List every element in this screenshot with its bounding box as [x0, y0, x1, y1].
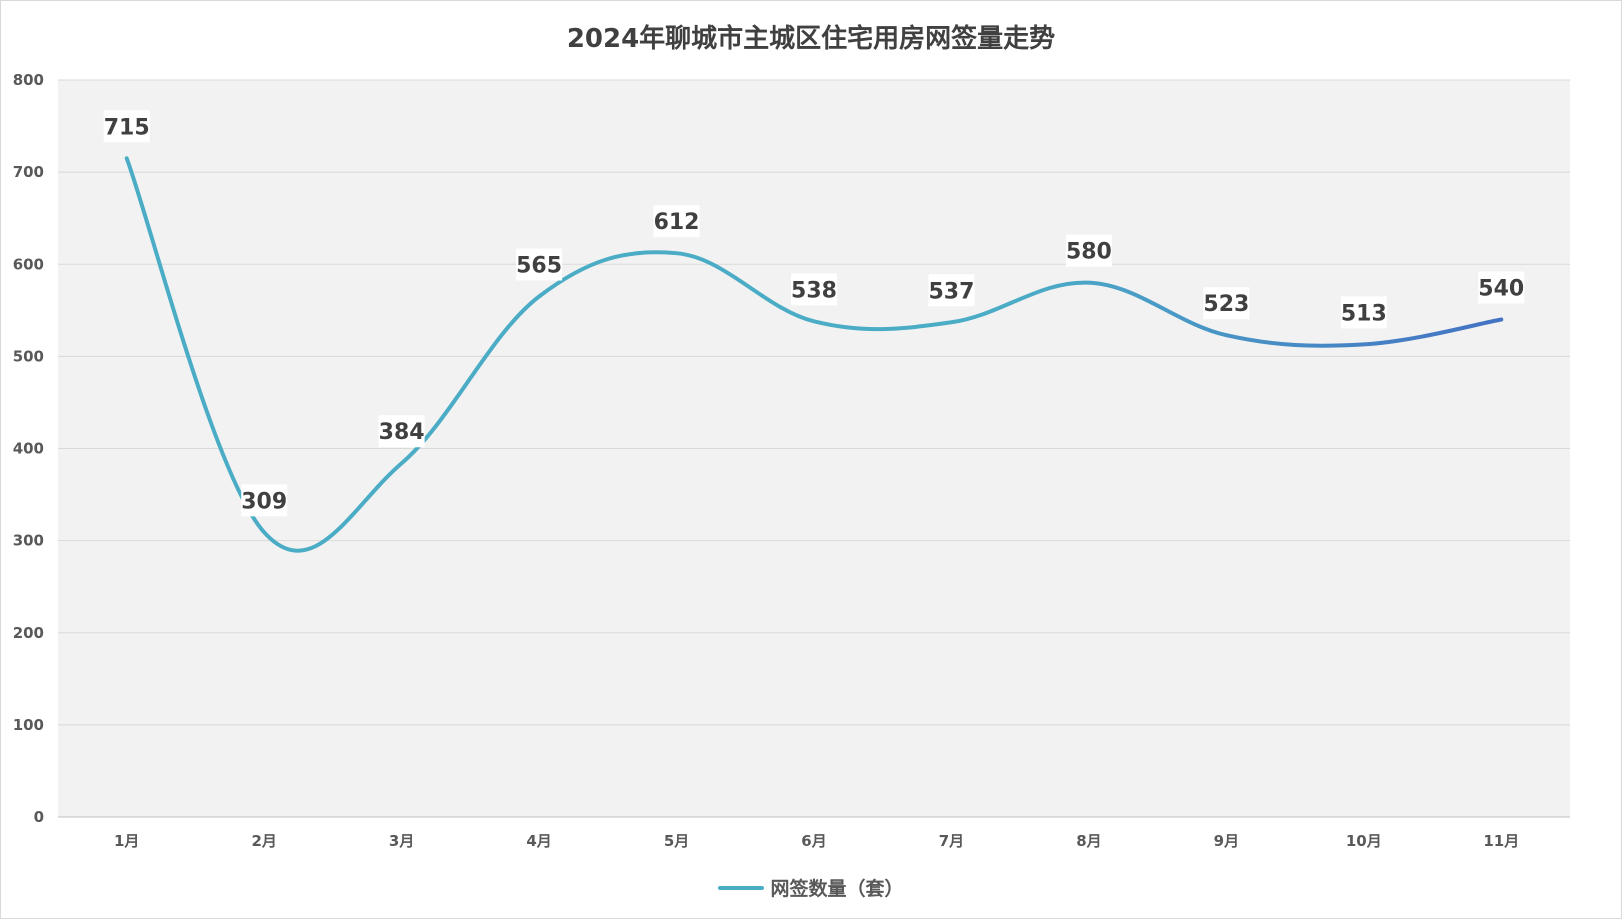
chart-title: 2024年聊城市主城区住宅用房网签量走势 [566, 24, 1056, 54]
data-label: 565 [516, 248, 563, 281]
data-label: 580 [1065, 234, 1112, 267]
data-label-text: 580 [1066, 240, 1112, 265]
data-label-box [1065, 234, 1112, 267]
data-label: 523 [1203, 287, 1250, 320]
y-tick-label: 300 [13, 532, 44, 550]
data-label-box [653, 205, 700, 238]
data-label-text: 565 [516, 253, 562, 278]
data-label: 309 [241, 484, 288, 517]
data-label-box [928, 274, 975, 307]
x-tick-label: 4月 [526, 832, 551, 850]
data-label-text: 538 [791, 278, 837, 303]
x-tick-label: 9月 [1214, 832, 1239, 850]
data-label: 538 [791, 273, 837, 306]
data-label: 384 [378, 415, 425, 448]
data-label-text: 523 [1203, 292, 1249, 317]
x-axis-ticks: 1月 2月 3月 4月 5月 6月 7月 8月 9月 10月 11月 [114, 832, 1519, 850]
data-label-text: 612 [654, 210, 700, 235]
y-tick-label: 700 [13, 163, 44, 181]
series-line [124, 156, 1504, 553]
data-label-box [241, 484, 288, 517]
data-label: 540 [1478, 271, 1525, 304]
data-label-box [1478, 271, 1525, 304]
x-tick-label: 11月 [1483, 832, 1519, 850]
data-label-box [516, 248, 563, 281]
data-label: 537 [928, 274, 975, 307]
data-label: 513 [1340, 296, 1387, 329]
data-label-text: 537 [928, 279, 974, 304]
x-tick-label: 3月 [389, 832, 414, 850]
legend-swatch [718, 885, 765, 890]
data-label-box [1203, 287, 1250, 320]
data-label-text: 384 [379, 420, 425, 445]
x-tick-label: 10月 [1346, 832, 1382, 850]
data-label-box [103, 110, 150, 143]
y-tick-label: 600 [13, 255, 44, 273]
x-tick-label: 5月 [664, 832, 689, 850]
data-label-text: 540 [1478, 277, 1524, 302]
legend: 网签数量（套） [0, 874, 1622, 901]
y-tick-label: 500 [13, 347, 44, 365]
x-tick-label: 6月 [801, 832, 826, 850]
data-label-box [378, 415, 425, 448]
gridlines [58, 79, 1570, 818]
data-label-box [791, 273, 837, 306]
data-label-text: 715 [104, 115, 150, 140]
y-tick-label: 800 [13, 71, 44, 89]
x-tick-label: 2月 [251, 832, 276, 850]
x-tick-label: 1月 [114, 832, 139, 850]
data-label-box [1340, 296, 1387, 329]
data-label: 612 [653, 205, 700, 238]
data-label-text: 513 [1341, 301, 1387, 326]
y-tick-label: 0 [34, 808, 44, 826]
y-tick-label: 100 [13, 716, 44, 734]
data-label-text: 309 [241, 489, 287, 514]
data-label: 715 [103, 110, 150, 143]
x-tick-label: 8月 [1076, 832, 1101, 850]
y-tick-label: 400 [13, 440, 44, 458]
y-tick-label: 200 [13, 624, 44, 642]
y-axis-ticks: 0 100 200 300 400 500 600 700 800 [13, 71, 44, 826]
legend-label: 网签数量（套） [770, 878, 904, 900]
data-labels: 715 309 384 565 612 538 537 580 523 513 540 [103, 110, 1525, 517]
x-tick-label: 7月 [939, 832, 964, 850]
